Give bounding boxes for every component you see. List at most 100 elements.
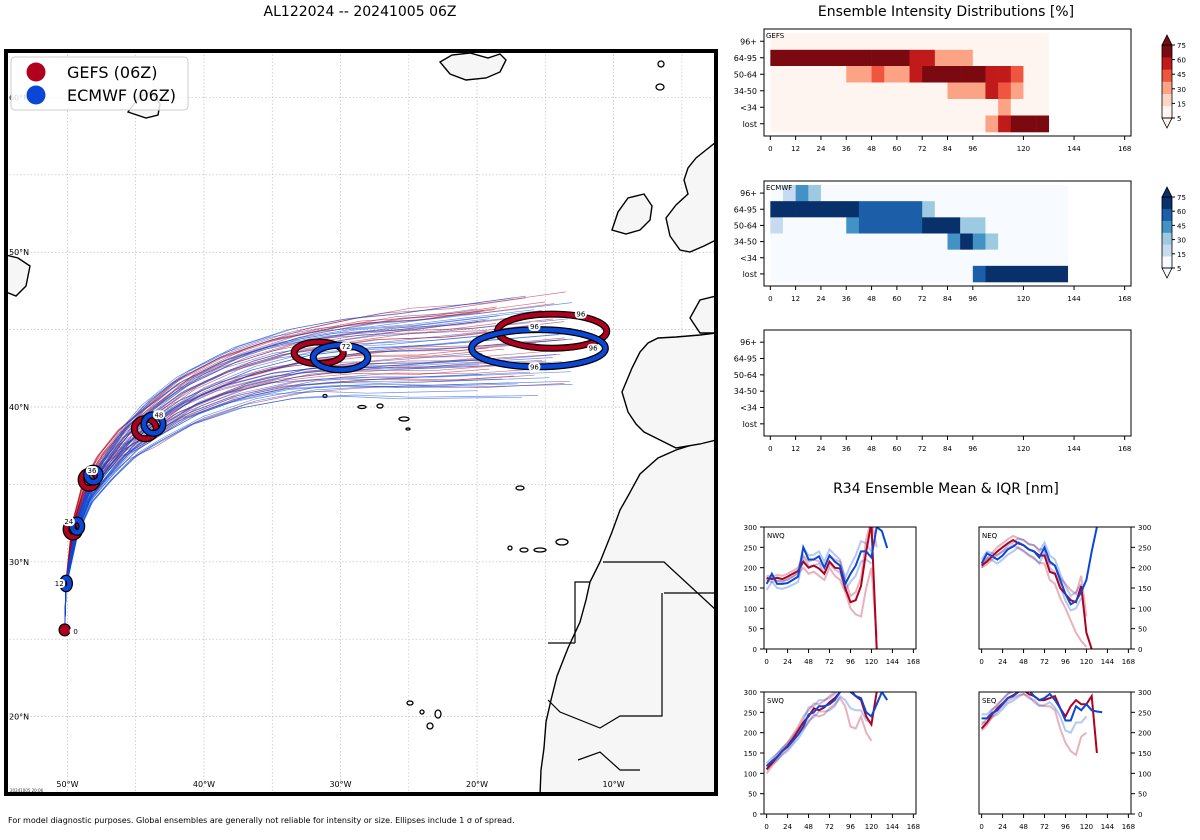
ecmwf-member-track [64, 358, 493, 630]
r34-x-tick-label: 72 [825, 823, 834, 831]
heat-x-tick-label: 12 [791, 145, 800, 153]
map-lon-tick-label: 30°W [329, 780, 351, 789]
r34-x-tick-label: 168 [907, 658, 920, 666]
heat-x-tick-label: 168 [1118, 295, 1131, 303]
heat-cell [858, 49, 872, 67]
r34-gefs-upper [766, 527, 878, 598]
island [519, 547, 529, 553]
heat-x-tick-label: 72 [918, 295, 927, 303]
heat-cell [972, 265, 986, 283]
heat-cell [922, 201, 936, 218]
r34-ecmwf-mean [981, 692, 1103, 722]
colorbar-frame [1161, 196, 1173, 269]
heat-cell [972, 49, 1050, 67]
heat-cell [770, 115, 986, 133]
heat-cell [960, 66, 974, 83]
r34-y-tick-label: 150 [1138, 585, 1151, 593]
colorbar-extend-top [1161, 186, 1173, 198]
r34-x-tick-label: 144 [1101, 823, 1115, 831]
heat-cell [770, 265, 974, 283]
r34-x-tick-label: 0 [979, 823, 983, 831]
r34-x-tick-label: 24 [998, 823, 1007, 831]
heat-row-label: 50-64 [734, 371, 757, 380]
heat-x-tick-label: 60 [892, 295, 901, 303]
r34-gefs-upper [980, 534, 1088, 617]
legend-label-0: GEFS (06Z) [67, 63, 157, 82]
r34-ecmwf-mean [980, 527, 1098, 606]
r34-y-tick-label: 50 [748, 791, 757, 799]
heat-cell [1010, 82, 1024, 100]
ellipse-label-bg [528, 362, 541, 372]
ellipse-label-bg [53, 578, 66, 588]
heat-cell [1036, 115, 1050, 133]
heat-row-label: 34-50 [734, 238, 757, 247]
country-border [577, 751, 640, 771]
heat-cell [871, 49, 885, 67]
heat-row-label: 96+ [740, 37, 757, 46]
heat-cell [972, 233, 986, 250]
gefs-member-track [64, 323, 497, 630]
heat-x-tick-label: 96 [968, 145, 977, 153]
heat-x-tick-label: 48 [867, 445, 876, 453]
heat-cell [960, 233, 974, 250]
island [515, 485, 525, 491]
island [405, 427, 411, 431]
r34-y-tick-label: 100 [744, 770, 757, 778]
ellipse-label-bg [574, 309, 587, 319]
map-lat-tick-label: 40°N [9, 403, 29, 412]
r34-ecmwf-upper [766, 539, 873, 582]
colorbar-swatch [1162, 81, 1172, 94]
ecmwf-member-track [64, 308, 478, 630]
ellipse-label: 96 [576, 311, 585, 319]
heat-cell [1023, 115, 1037, 133]
r34-x-tick-label: 72 [1040, 823, 1049, 831]
main-title: AL122024 -- 20241005 06Z [263, 4, 457, 20]
gefs-member-track [64, 375, 514, 630]
heat-cell [782, 49, 860, 67]
map-lat-tick-label: 20°N [9, 713, 29, 722]
r34-gefs-upper [765, 692, 837, 768]
heat-cell [998, 66, 1012, 83]
r34-y-tick-label: 100 [1138, 605, 1151, 613]
ecmwf-member-track [64, 374, 483, 630]
r34-ecmwf-upper [981, 692, 1014, 716]
ecmwf-member-track [64, 383, 518, 630]
intensity-heatmaps: GEFS lost <34 34-50 50-64 64-95 96+ 0 12 24 36 48 60… [734, 28, 1186, 453]
heat-cell [770, 33, 1050, 50]
heat-x-tick-label: 84 [943, 295, 952, 303]
r34-x-tick-label: 96 [846, 658, 855, 666]
heat-cell [934, 201, 1069, 218]
r34-y-tick-label: 250 [1138, 709, 1151, 717]
gefs-member-track [64, 364, 505, 630]
r34-x-tick-label: 24 [998, 658, 1007, 666]
r34-y-tick-label: 200 [1138, 730, 1151, 738]
r34-x-tick-label: 168 [1122, 658, 1135, 666]
track-map: 0 12 24 36 48 72 96 96 96 96 50°W 40°W 30°W 20°W 10°W 2… [4, 49, 718, 796]
colorbar-extend-bottom [1161, 267, 1173, 279]
heat-cell [985, 66, 999, 83]
r34-plot-area [980, 692, 1103, 757]
heat-cell [985, 233, 999, 250]
map-frame [4, 49, 718, 796]
r34-ecmwf-lower [765, 694, 872, 771]
map-lon-tick-label: 40°W [193, 780, 215, 789]
ellipse-label: 24 [64, 518, 73, 526]
ecmwf-member-track [64, 378, 503, 630]
r34-x-tick-label: 120 [1080, 658, 1093, 666]
r34-y-tick-label: 50 [748, 626, 757, 634]
r34-x-tick-label: 96 [1061, 823, 1070, 831]
ellipse-label: 0 [73, 628, 77, 636]
r34-plot-area [980, 527, 1098, 649]
r34-x-tick-label: 120 [1080, 823, 1093, 831]
ellipse-label: 48 [154, 411, 163, 419]
ecmwf-member-track [64, 357, 553, 630]
r34-panel-label: NEQ [982, 532, 998, 540]
r34-y-tick-label: 300 [1138, 689, 1151, 697]
heat-cell [884, 49, 898, 67]
heat-x-tick-label: 84 [943, 145, 952, 153]
r34-x-tick-label: 0 [764, 823, 768, 831]
ecmwf-member-track [64, 359, 543, 630]
heat-cell [972, 66, 986, 83]
